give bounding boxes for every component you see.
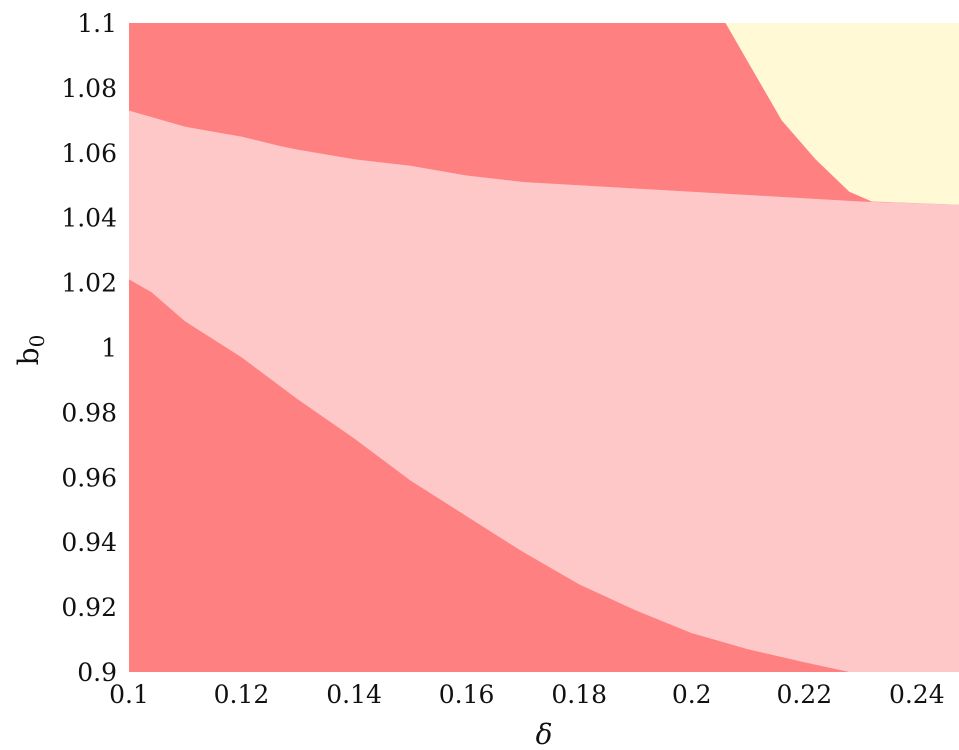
y-tick-label: 1.1 [77,9,117,38]
x-tick-label: 0.2 [672,680,712,709]
y-tick-label: 1 [101,334,117,363]
region-light [129,110,959,673]
y-tick-label: 1.04 [61,204,117,233]
y-tick-label: 1.08 [61,74,117,103]
y-tick-label: 0.9 [77,658,117,687]
x-tick-label: 0.1 [109,680,149,709]
x-tick-label: 0.12 [214,680,270,709]
x-axis-label: δ [536,718,553,750]
y-axis-ticks: 0.9 0.92 0.94 0.96 0.98 1 1.02 1.04 1.06 1.08 1.1 [61,9,117,687]
y-axis-label-base: b [12,347,45,365]
x-tick-label: 0.18 [551,680,607,709]
y-axis-label: b0 [12,335,49,366]
x-tick-label: 0.14 [326,680,382,709]
region-cream [725,23,959,205]
y-tick-label: 0.98 [61,398,117,427]
y-tick-label: 1.06 [61,139,117,168]
x-tick-label: 0.16 [439,680,495,709]
y-tick-label: 0.94 [61,528,117,557]
x-tick-label: 0.22 [776,680,832,709]
x-axis-ticks: 0.1 0.12 0.14 0.16 0.18 0.2 0.22 0.24 [109,680,945,709]
y-tick-label: 0.96 [61,463,117,492]
y-tick-label: 0.92 [61,593,117,622]
plot-area [129,23,959,673]
x-tick-label: 0.24 [889,680,945,709]
y-axis-label-subscript: 0 [25,335,49,348]
y-tick-label: 1.02 [61,269,117,298]
